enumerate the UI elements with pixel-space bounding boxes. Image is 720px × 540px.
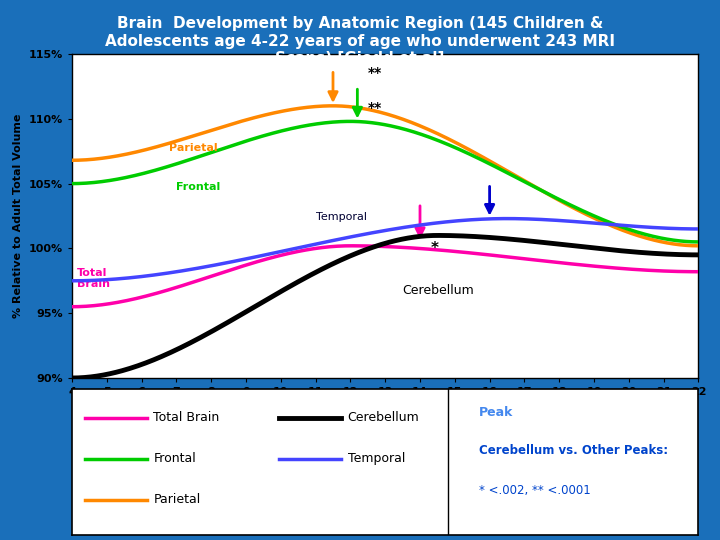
X-axis label: Age (in years): Age (in years) <box>336 403 435 416</box>
Y-axis label: % Relative to Adult Total Volume: % Relative to Adult Total Volume <box>13 114 23 318</box>
Text: Cerebellum: Cerebellum <box>402 284 474 297</box>
Text: Frontal: Frontal <box>153 453 196 465</box>
Text: Parietal: Parietal <box>169 143 218 153</box>
Text: Total Brain: Total Brain <box>153 411 220 424</box>
Text: Temporal: Temporal <box>348 453 405 465</box>
Text: Temporal: Temporal <box>315 212 366 222</box>
Text: Total
Brain: Total Brain <box>77 268 110 289</box>
Text: Peak: Peak <box>480 406 513 419</box>
Text: Frontal: Frontal <box>176 182 220 192</box>
Text: Brain  Development by Anatomic Region (145 Children &
Adolescents age 4-22 years: Brain Development by Anatomic Region (14… <box>105 16 615 66</box>
Text: **: ** <box>368 66 382 80</box>
Text: *: * <box>431 241 438 256</box>
Text: * <.002, ** <.0001: * <.002, ** <.0001 <box>480 484 591 497</box>
Text: **: ** <box>368 102 382 116</box>
Text: Parietal: Parietal <box>153 493 201 506</box>
Text: Cerebellum vs. Other Peaks:: Cerebellum vs. Other Peaks: <box>480 444 668 457</box>
Text: Cerebellum: Cerebellum <box>348 411 419 424</box>
